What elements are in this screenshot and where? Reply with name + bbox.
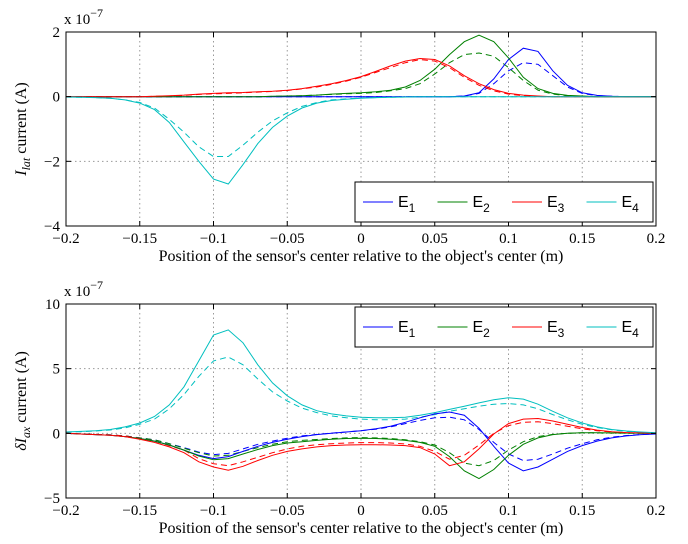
legend-label-subscript: 2 — [483, 201, 490, 215]
bottom-chart: −0.2 −0.15 −0.1 −0.05 0 0.05 0.1 0.15 0.2 −5 0 5 10x… — [13, 278, 665, 537]
series-line — [65, 329, 657, 434]
y-axis-label-subscript: ax — [19, 426, 33, 438]
series-line-dashed — [66, 52, 656, 98]
x-tick-label: 0.2 — [647, 503, 666, 519]
x-tick-label: −0.05 — [270, 503, 305, 519]
y-exponent-label: x 10−7 — [64, 6, 103, 28]
legend-label-subscript: 2 — [483, 326, 490, 340]
y-axis-label-text: current (A) — [13, 351, 30, 427]
legend-label-subscript: 4 — [632, 201, 639, 215]
series-line-dashed — [65, 416, 657, 462]
x-tick-label: −0.1 — [200, 503, 227, 519]
y-tick-label: 0 — [53, 426, 61, 442]
x-tick-label: 0.1 — [499, 503, 518, 519]
y-tick-label: 5 — [53, 362, 61, 378]
y-exponent-label: x 10−7 — [64, 278, 103, 300]
x-tick-label: 0 — [357, 231, 365, 247]
x-tick-label: 0.2 — [647, 231, 666, 247]
y-exponent-power: −7 — [90, 278, 103, 292]
x-tick-label: 0.05 — [422, 503, 448, 519]
y-tick-label: −5 — [44, 491, 60, 507]
x-tick-label: 0.05 — [422, 231, 448, 247]
series-line — [65, 96, 656, 185]
legend-label-subscript: 3 — [558, 326, 565, 340]
x-tick-label: −0.2 — [52, 503, 79, 519]
legend-label-subscript: 1 — [409, 201, 416, 215]
y-axis-label: δIax current (A) — [13, 351, 33, 451]
y-axis-label-symbol: δI — [13, 437, 30, 450]
top-chart: −0.2 −0.15 −0.1 −0.05 0 0.05 0.1 0.15 0.2−4−202x… — [13, 6, 665, 265]
y-axis-label-symbol: I — [13, 170, 30, 177]
y-axis-label-text: current (A) — [13, 82, 30, 158]
x-axis-label: Position of the sensor's center relative… — [159, 520, 564, 537]
series-line-dashed — [65, 421, 657, 467]
x-tick-label: −0.15 — [122, 231, 157, 247]
y-exponent-power: −7 — [90, 6, 103, 20]
series-line — [66, 34, 656, 98]
y-tick-label: −4 — [44, 219, 60, 235]
series-line — [65, 432, 657, 480]
x-axis-label: Position of the sensor's center relative… — [159, 248, 564, 265]
y-tick-label: 2 — [53, 25, 61, 41]
legend-label-subscript: 1 — [409, 326, 416, 340]
legend-label-subscript: 3 — [558, 201, 565, 215]
series-line-dashed — [65, 356, 657, 434]
y-tick-label: 0 — [53, 90, 61, 106]
x-tick-label: −0.1 — [200, 231, 227, 247]
series-line — [65, 417, 657, 471]
y-tick-label: −2 — [44, 154, 60, 170]
x-tick-label: 0.15 — [569, 231, 595, 247]
x-tick-label: −0.15 — [122, 503, 157, 519]
y-axis-label: Ilat current (A) — [13, 82, 33, 177]
legend-label-subscript: 4 — [632, 326, 639, 340]
x-tick-label: 0.1 — [499, 231, 518, 247]
x-tick-label: −0.2 — [52, 231, 79, 247]
x-tick-label: 0 — [357, 503, 365, 519]
y-tick-label: 10 — [45, 297, 60, 313]
x-tick-label: 0.15 — [569, 503, 595, 519]
y-axis-label-subscript: lat — [19, 157, 33, 170]
x-tick-label: −0.05 — [270, 231, 305, 247]
